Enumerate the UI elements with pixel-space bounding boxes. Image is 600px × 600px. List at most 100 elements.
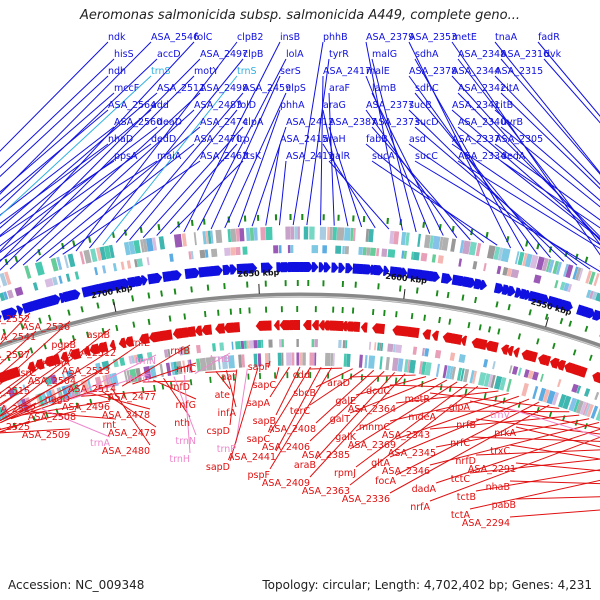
feature-block[interactable] [410, 312, 414, 320]
gene-label[interactable]: ASA_2525 [0, 422, 30, 433]
feature-block[interactable] [47, 376, 53, 385]
feature-block[interactable] [37, 249, 41, 256]
feature-block[interactable] [392, 344, 396, 353]
feature-block[interactable] [434, 349, 442, 359]
feature-block[interactable] [500, 248, 511, 263]
feature-block[interactable] [273, 245, 279, 254]
feature-block[interactable] [485, 231, 489, 239]
feature-block[interactable] [95, 247, 102, 261]
feature-block[interactable] [235, 228, 240, 242]
gene-label[interactable]: ate [215, 390, 231, 401]
feature-block[interactable] [545, 258, 552, 273]
feature-block[interactable] [145, 237, 154, 252]
feature-block[interactable] [508, 365, 513, 374]
reverse-gene-arrow[interactable] [528, 351, 538, 363]
feature-block[interactable] [401, 250, 405, 259]
feature-block[interactable] [567, 283, 573, 293]
feature-block[interactable] [176, 360, 183, 375]
gene-label[interactable]: nhaD [108, 134, 133, 145]
feature-block[interactable] [432, 235, 441, 250]
feature-block[interactable] [502, 267, 509, 276]
gene-label[interactable]: trxC [490, 446, 510, 457]
feature-block[interactable] [278, 245, 282, 254]
feature-block[interactable] [380, 342, 384, 351]
gene-label[interactable]: phhB [323, 32, 348, 43]
feature-block[interactable] [458, 258, 463, 267]
feature-block[interactable] [595, 292, 600, 302]
feature-block[interactable] [289, 214, 292, 221]
feature-block[interactable] [248, 340, 254, 349]
feature-block[interactable] [579, 401, 587, 415]
feature-block[interactable] [29, 347, 34, 354]
forward-gene-arrow[interactable] [542, 294, 550, 305]
feature-block[interactable] [147, 318, 151, 325]
feature-block[interactable] [34, 261, 45, 276]
gene-label[interactable]: ASA_2512 [68, 348, 116, 359]
gene-label[interactable]: sapA [247, 398, 271, 409]
gene-label[interactable]: ASA_2363 [302, 486, 350, 497]
feature-block[interactable] [319, 226, 327, 240]
feature-block[interactable] [424, 348, 430, 357]
gene-label[interactable]: aat [221, 372, 237, 383]
feature-block[interactable] [217, 309, 220, 316]
gene-label[interactable]: ASA_2417 [323, 66, 371, 77]
gene-label[interactable]: tnaA [495, 32, 518, 43]
forward-gene-arrow[interactable] [362, 264, 374, 275]
reverse-gene-arrow[interactable] [143, 333, 150, 344]
feature-block[interactable] [278, 339, 282, 348]
feature-block[interactable] [268, 339, 273, 348]
feature-block[interactable] [403, 250, 408, 259]
forward-gene-arrow[interactable] [370, 264, 377, 275]
feature-block[interactable] [75, 382, 81, 396]
feature-block[interactable] [585, 289, 592, 299]
feature-block[interactable] [354, 281, 357, 288]
gene-label[interactable]: ASA_2441 [228, 452, 276, 463]
feature-block[interactable] [147, 292, 151, 299]
feature-block[interactable] [126, 260, 132, 269]
feature-block[interactable] [281, 339, 284, 348]
gene-label[interactable]: hisS [114, 49, 134, 60]
feature-block[interactable] [335, 245, 342, 254]
feature-block[interactable] [435, 290, 439, 297]
feature-block[interactable] [574, 253, 579, 260]
feature-block[interactable] [3, 291, 9, 300]
feature-block[interactable] [243, 340, 247, 349]
feature-block[interactable] [499, 377, 507, 391]
gene-label[interactable]: sapF [248, 362, 270, 373]
feature-block[interactable] [584, 403, 591, 417]
gene-label[interactable]: trnN [135, 356, 156, 367]
gene-label[interactable]: add [151, 100, 169, 111]
feature-block[interactable] [173, 361, 179, 375]
forward-gene-arrow[interactable] [299, 262, 308, 273]
forward-gene-arrow[interactable] [140, 275, 148, 286]
feature-block[interactable] [133, 239, 141, 254]
gene-label[interactable]: ndk [108, 32, 126, 43]
feature-block[interactable] [525, 240, 529, 247]
feature-block[interactable] [245, 227, 251, 241]
feature-block[interactable] [123, 241, 131, 256]
gene-label[interactable]: ASA_2387 [329, 117, 377, 128]
feature-block[interactable] [296, 280, 299, 287]
feature-block[interactable] [52, 276, 59, 286]
gene-label[interactable]: trnA [90, 438, 110, 449]
feature-block[interactable] [554, 280, 559, 289]
gene-label[interactable]: nrfC [450, 438, 470, 449]
feature-block[interactable] [87, 379, 93, 393]
gene-label[interactable]: tctB [457, 492, 476, 503]
gene-label[interactable]: ASA_2406 [262, 442, 310, 453]
feature-block[interactable] [173, 233, 183, 248]
feature-block[interactable] [246, 340, 250, 349]
feature-block[interactable] [86, 331, 90, 338]
feature-block[interactable] [362, 247, 367, 256]
reverse-gene-arrow[interactable] [501, 344, 510, 355]
reverse-gene-arrow[interactable] [341, 321, 348, 332]
feature-block[interactable] [368, 228, 374, 243]
gene-label[interactable]: glpA [449, 402, 471, 413]
feature-block[interactable] [532, 385, 539, 400]
gene-label[interactable]: trnB [210, 354, 230, 365]
feature-block[interactable] [559, 281, 566, 291]
feature-block[interactable] [511, 366, 519, 375]
feature-block[interactable] [47, 314, 52, 321]
feature-block[interactable] [533, 274, 542, 284]
